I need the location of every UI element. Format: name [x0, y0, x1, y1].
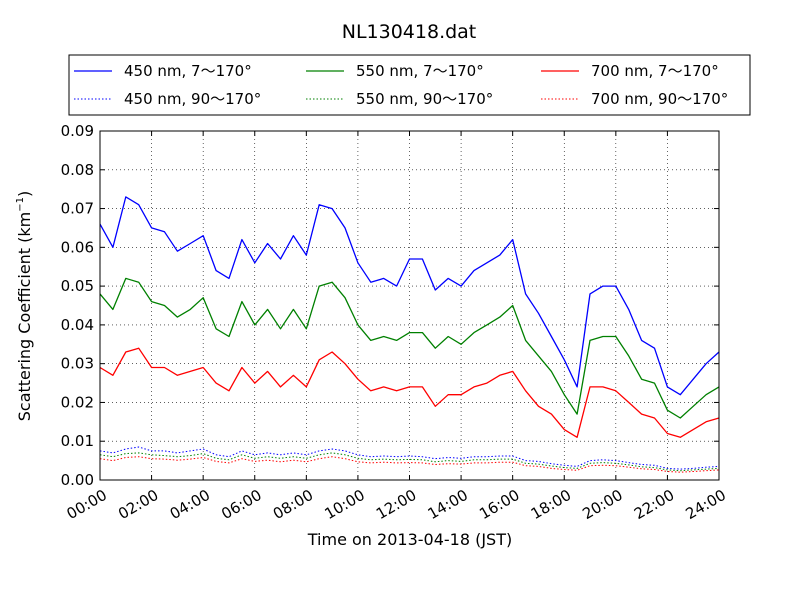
- y-axis-label-close: ): [15, 191, 34, 197]
- x-tick-label: 16:00: [476, 486, 522, 523]
- y-tick-label: 0.04: [61, 316, 94, 334]
- legend-box: [68, 54, 751, 116]
- x-tick-label: 20:00: [579, 486, 625, 523]
- legend-label: 700 nm, 90～170°: [591, 90, 728, 108]
- y-axis-label-sup: −1: [15, 197, 26, 212]
- series-line-6: [99, 456, 720, 473]
- series-line-4: [99, 446, 720, 470]
- legend-label: 450 nm, 7～170°: [124, 62, 252, 80]
- y-tick-label: 0.03: [61, 355, 94, 373]
- legend-label: 550 nm, 90～170°: [356, 90, 493, 108]
- y-tick-label: 0.02: [61, 393, 94, 411]
- y-tick-label: 0.08: [61, 161, 94, 179]
- y-tick-label: 0.00: [61, 471, 94, 489]
- y-tick-label: 0.01: [61, 432, 94, 450]
- x-tick-label: 14:00: [425, 486, 471, 523]
- series-line-3: [99, 347, 720, 438]
- legend-label: 700 nm, 7～170°: [591, 62, 719, 80]
- series-line-2: [99, 277, 720, 419]
- y-tick-label: 0.06: [61, 238, 94, 256]
- x-tick-label: 24:00: [683, 486, 729, 523]
- chart-title: NL130418.dat: [342, 21, 477, 43]
- y-tick-label: 0.05: [61, 277, 94, 295]
- x-tick-label: 08:00: [270, 486, 316, 523]
- legend-label: 450 nm, 90～170°: [124, 90, 261, 108]
- x-axis-label: Time on 2013-04-18 (JST): [307, 530, 512, 549]
- x-tick-label: 06:00: [218, 486, 264, 523]
- x-tick-label: 18:00: [528, 486, 574, 523]
- y-axis-label-main: Scattering Coefficient (km: [15, 212, 34, 422]
- legend: 450 nm, 7～170° 550 nm, 7～170° 700 nm, 7～17…: [68, 54, 751, 116]
- series-group: [99, 196, 720, 473]
- series-line-1: [99, 196, 720, 396]
- y-tick-label: 0.07: [61, 200, 94, 218]
- legend-label: 550 nm, 7～170°: [356, 62, 484, 80]
- y-axis-label: Scattering Coefficient (km−1): [15, 191, 34, 422]
- x-tick-label: 00:00: [64, 486, 110, 523]
- y-tick-label: 0.09: [61, 122, 94, 140]
- x-tick-label: 10:00: [321, 486, 367, 523]
- x-tick-label: 12:00: [373, 486, 419, 523]
- x-tick-label: 02:00: [115, 486, 161, 523]
- x-tick-label: 04:00: [167, 486, 213, 523]
- x-tick-label: 22:00: [631, 486, 677, 523]
